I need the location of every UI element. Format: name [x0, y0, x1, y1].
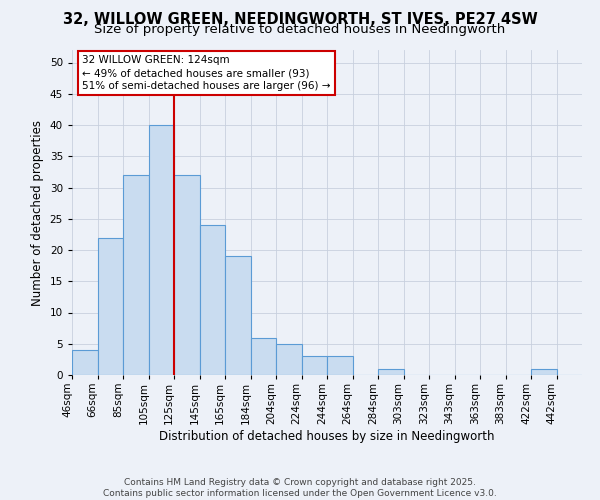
Y-axis label: Number of detached properties: Number of detached properties — [31, 120, 44, 306]
Text: Contains HM Land Registry data © Crown copyright and database right 2025.
Contai: Contains HM Land Registry data © Crown c… — [103, 478, 497, 498]
Text: Size of property relative to detached houses in Needingworth: Size of property relative to detached ho… — [94, 22, 506, 36]
Bar — [251, 338, 276, 375]
Bar — [149, 125, 174, 375]
Text: 32, WILLOW GREEN, NEEDINGWORTH, ST IVES, PE27 4SW: 32, WILLOW GREEN, NEEDINGWORTH, ST IVES,… — [62, 12, 538, 28]
X-axis label: Distribution of detached houses by size in Needingworth: Distribution of detached houses by size … — [159, 430, 495, 442]
Bar — [123, 175, 149, 375]
Bar — [225, 256, 251, 375]
Bar — [327, 356, 353, 375]
Bar — [378, 369, 404, 375]
Text: 32 WILLOW GREEN: 124sqm
← 49% of detached houses are smaller (93)
51% of semi-de: 32 WILLOW GREEN: 124sqm ← 49% of detache… — [82, 55, 331, 92]
Bar — [531, 369, 557, 375]
Bar — [72, 350, 97, 375]
Bar — [174, 175, 199, 375]
Bar — [302, 356, 327, 375]
Bar — [276, 344, 302, 375]
Bar — [199, 225, 225, 375]
Bar — [97, 238, 123, 375]
